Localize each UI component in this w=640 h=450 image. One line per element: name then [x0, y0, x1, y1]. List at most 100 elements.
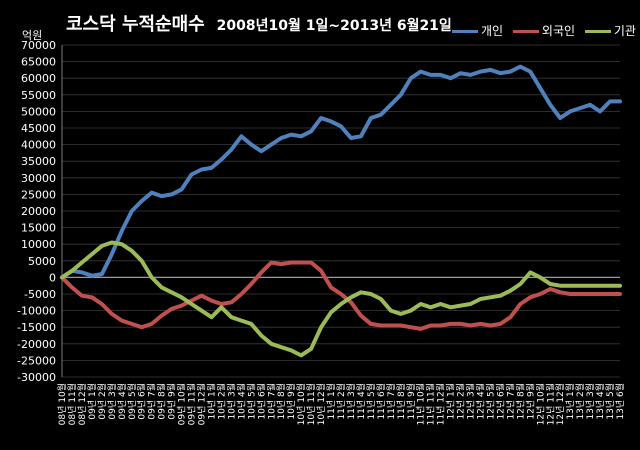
x-axis-ticks: 08년 10월 08년 11월 08년 12월 09년 1월 09년 2월 09년 3월 0…: [56, 383, 626, 425]
x-tick-label: 13년 6월: [614, 383, 626, 420]
y-tick-label: 15000: [21, 222, 56, 235]
x-tick-label: 11년 6월: [375, 383, 387, 420]
chart-subtitle: 2008년10월 1일~2013년 6월21일: [216, 18, 452, 34]
y-tick-label: 70000: [21, 39, 56, 52]
legend-label: 외국인: [541, 24, 576, 38]
x-tick-label: 10년 11월: [305, 383, 317, 425]
x-tick-label: 10년 10월: [295, 383, 307, 425]
legend-item-institution: 기관: [584, 22, 636, 39]
x-tick-label: 08년 11월: [66, 383, 78, 425]
x-tick-label: 09년 3월: [106, 383, 118, 420]
x-tick-label: 11년 5월: [365, 383, 377, 420]
x-tick-label: 11년 7월: [385, 383, 397, 420]
x-tick-label: 09년 11월: [186, 383, 198, 425]
legend-swatch-icon: [512, 30, 539, 33]
x-tick-label: 13년 5월: [604, 383, 616, 420]
x-tick-label: 11년 10월: [415, 383, 427, 425]
y-tick-label: 35000: [21, 155, 56, 168]
x-tick-label: 12년 10월: [534, 383, 546, 425]
x-tick-label: 10년 8월: [275, 383, 287, 420]
x-tick-label: 12년 6월: [494, 383, 506, 420]
x-tick-label: 11년 2월: [335, 383, 347, 420]
x-tick-label: 13년 3월: [584, 383, 596, 420]
legend: 개인 외국인 기관: [452, 22, 640, 39]
y-tick-label: 30000: [21, 172, 56, 185]
x-tick-label: 10년 12월: [315, 383, 327, 425]
x-tick-label: 08년 12월: [76, 383, 88, 425]
x-tick-label: 13년 1월: [564, 383, 576, 420]
chart-title-main: 코스닥 누적순매수: [66, 14, 205, 35]
y-axis-ticks: -30000 -25000 -20000 -15000 -10000 -5000 0 5000…: [17, 39, 56, 384]
y-tick-label: -15000: [17, 321, 56, 334]
y-tick-label: -10000: [17, 305, 56, 318]
y-tick-label: 25000: [21, 188, 56, 201]
x-tick-label: 09년 7월: [146, 383, 158, 420]
y-tick-label: 10000: [21, 238, 56, 251]
x-tick-label: 11년 9월: [405, 383, 417, 420]
y-tick-label: 40000: [21, 139, 56, 152]
x-tick-label: 11년 3월: [345, 383, 357, 420]
x-tick-label: 08년 10월: [56, 383, 68, 425]
y-tick-label: 65000: [21, 56, 56, 69]
x-tick-label: 12년 9월: [524, 383, 536, 420]
x-tick-label: 11년 11월: [425, 383, 437, 425]
x-tick-label: 10년 5월: [245, 383, 257, 420]
y-tick-label: 50000: [21, 105, 56, 118]
x-tick-label: 09년 2월: [96, 383, 108, 420]
y-tick-label: 60000: [21, 72, 56, 85]
legend-label: 기관: [613, 24, 636, 38]
x-tick-label: 09년 1월: [86, 383, 98, 420]
x-tick-label: 12년 2월: [455, 383, 467, 420]
y-tick-label: -20000: [17, 338, 56, 351]
x-tick-label: 09년 4월: [116, 383, 128, 420]
x-tick-label: 13년 4월: [594, 383, 606, 420]
y-tick-label: -30000: [17, 371, 56, 384]
y-tick-label: 20000: [21, 205, 56, 218]
x-tick-label: 11년 12월: [435, 383, 447, 425]
legend-item-individual: 개인: [452, 22, 503, 39]
x-tick-label: 12년 5월: [484, 383, 496, 420]
gridlines: [61, 44, 620, 378]
x-tick-label: 09년 5월: [126, 383, 138, 420]
x-tick-label: 10년 2월: [215, 383, 227, 420]
series-line-individual: [60, 64, 622, 280]
x-tick-label: 13년 2월: [574, 383, 586, 420]
x-tick-label: 10년 9월: [285, 383, 297, 420]
x-tick-label: 12년 1월: [445, 383, 457, 420]
y-axis-label: 억원: [22, 29, 43, 42]
x-tick-label: 10년 4월: [235, 383, 247, 420]
legend-item-foreign: 외국인: [512, 22, 576, 39]
x-tick-label: 12년 3월: [465, 383, 477, 420]
series-line-institution: [60, 240, 622, 358]
y-tick-label: 0: [49, 271, 56, 284]
x-tick-label: 09년 12월: [196, 383, 208, 425]
x-tick-label: 12년 11월: [544, 383, 556, 425]
y-tick-label: 45000: [21, 122, 56, 135]
x-tick-label: 10년 7월: [265, 383, 277, 420]
legend-label: 개인: [481, 24, 504, 38]
x-tick-label: 12년 8월: [514, 383, 526, 420]
legend-swatch-icon: [584, 30, 611, 33]
x-tick-label: 10년 1월: [205, 383, 217, 420]
x-tick-label: 09년 6월: [136, 383, 148, 420]
series-lines: [60, 64, 622, 358]
x-tick-label: 12년 4월: [475, 383, 487, 420]
x-tick-label: 10년 3월: [225, 383, 237, 420]
x-tick-label: 10년 6월: [255, 383, 267, 420]
y-tick-label: -25000: [17, 354, 56, 367]
series-line-foreign: [60, 260, 622, 331]
x-tick-label: 09년 10월: [176, 383, 188, 425]
y-tick-label: 5000: [28, 255, 56, 268]
x-tick-label: 12년 12월: [554, 383, 566, 425]
chart-title: 코스닥 누적순매수 2008년10월 1일~2013년 6월21일: [66, 10, 452, 36]
y-tick-label: -5000: [24, 288, 56, 301]
y-tick-label: 55000: [21, 89, 56, 102]
x-tick-label: 11년 1월: [325, 383, 337, 420]
x-tick-label: 11년 4월: [355, 383, 367, 420]
x-tick-label: 11년 8월: [395, 383, 407, 420]
x-tick-label: 09년 9월: [166, 383, 178, 420]
x-tick-label: 09년 8월: [156, 383, 168, 420]
x-tick-label: 12년 7월: [504, 383, 516, 420]
legend-swatch-icon: [452, 30, 478, 33]
